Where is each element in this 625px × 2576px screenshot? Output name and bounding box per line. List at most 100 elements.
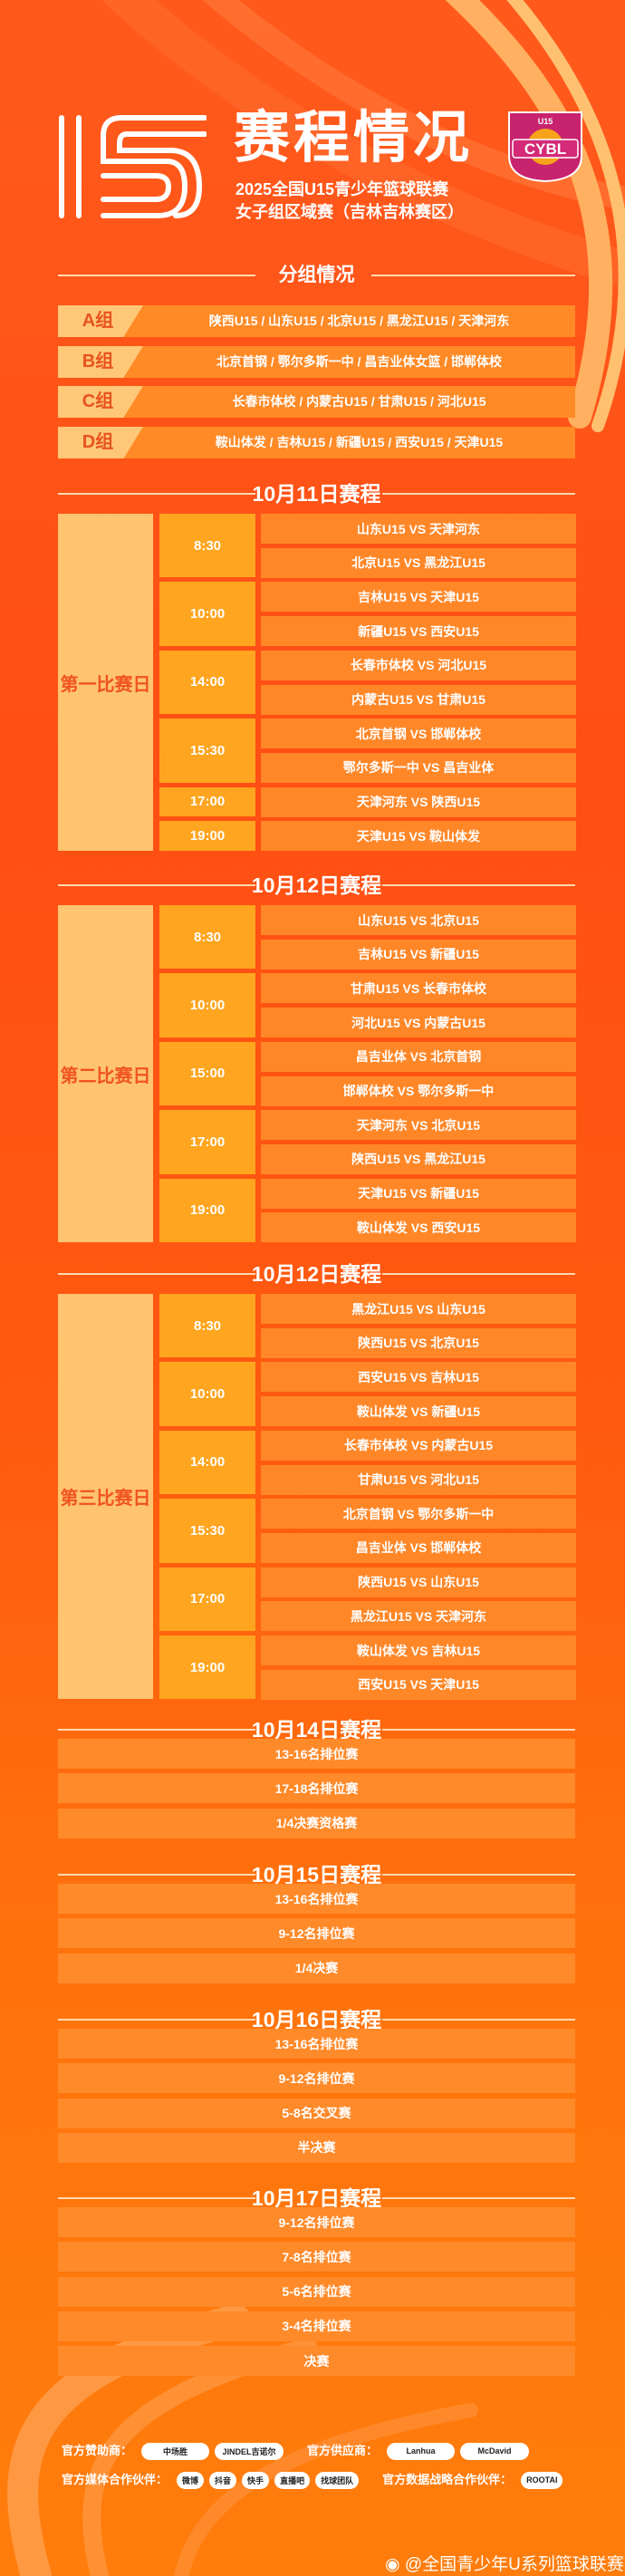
match-row: 甘肃U15 VS 河北U15 (261, 1464, 576, 1495)
time-slot: 14:00 (159, 650, 255, 715)
watermark-text: @全国青少年U系列篮球联赛 (404, 2555, 624, 2574)
schedule-date-heading: 10月15日赛程 (58, 1861, 575, 1888)
schedule-date-text: 10月12日赛程 (251, 873, 382, 897)
schedule-date-heading: 10月12日赛程 (58, 1260, 575, 1288)
schedule-date-text: 10月12日赛程 (251, 1262, 382, 1286)
schedule-date-text: 10月11日赛程 (252, 482, 381, 506)
round-row: 3-4名排位赛 (58, 2311, 575, 2341)
media-partner-logo: 直播吧 (274, 2471, 311, 2489)
round-row: 7-8名排位赛 (58, 2242, 575, 2272)
weibo-icon: ◉ (385, 2555, 400, 2574)
time-slot: 8:30 (159, 905, 255, 970)
media-partner-logo: 快手 (242, 2471, 270, 2489)
group-teams: 长春市体校 / 内蒙古U15 / 甘肃U15 / 河北U15 (232, 394, 486, 409)
match-row: 鞍山体发 VS 新疆U15 (261, 1396, 576, 1427)
data-partner-logo: ROOTAI (521, 2471, 563, 2489)
schedule-date-text: 10月15日赛程 (251, 1863, 382, 1886)
time-slot: 17:00 (159, 786, 255, 817)
time-slot: 10:00 (159, 973, 255, 1037)
group-label: C组 (82, 391, 114, 411)
groups-heading-text: 分组情况 (278, 265, 355, 285)
schedule-date-heading: 10月12日赛程 (58, 872, 575, 899)
group-row: C组 长春市体校 / 内蒙古U15 / 甘肃U15 / 河北U15 (58, 386, 575, 418)
match-row: 北京首钢 VS 邯郸体校 (261, 719, 576, 749)
match-row: 北京首钢 VS 鄂尔多斯一中 (261, 1499, 576, 1529)
subtitle-region: 女子组区域赛（吉林吉林赛区） (236, 203, 464, 221)
match-row: 甘肃U15 VS 长春市体校 (261, 973, 576, 1004)
schedule-date-text: 10月16日赛程 (251, 2008, 382, 2031)
time-slot: 14:00 (159, 1430, 255, 1495)
media-partner-logo: 微博 (177, 2471, 205, 2489)
match-row: 陕西U15 VS 北京U15 (261, 1327, 576, 1358)
sponsor-label: 官方赞助商： (62, 2444, 133, 2457)
time-slot: 10:00 (159, 582, 255, 646)
group-label: A组 (82, 311, 114, 331)
round-row: 半决赛 (58, 2132, 575, 2163)
match-row: 吉林U15 VS 新疆U15 (261, 939, 576, 970)
group-row: B组 北京首钢 / 鄂尔多斯一中 / 昌吉业体女篮 / 邯郸体校 (58, 346, 575, 378)
match-row: 吉林U15 VS 天津U15 (261, 582, 576, 613)
match-row: 鞍山体发 VS 吉林U15 (261, 1635, 576, 1665)
match-row: 新疆U15 VS 西安U15 (261, 616, 576, 647)
sponsor-row: 官方赞助商： 中场胜 JINDEL吉诺尔 官方供应商： Lanhua McDav… (62, 2441, 607, 2461)
round-row: 17-18名排位赛 (58, 1773, 575, 1804)
time-slot: 19:00 (159, 1178, 255, 1242)
match-row: 天津U15 VS 鞍山体发 (261, 821, 576, 852)
match-row: 天津U15 VS 新疆U15 (261, 1178, 576, 1209)
schedule-date-heading: 10月17日赛程 (58, 2185, 575, 2212)
round-row: 1/4决赛 (58, 1953, 575, 1983)
media-label: 官方媒体合作伙伴： (62, 2473, 168, 2486)
group-row: A组 陕西U15 / 山东U15 / 北京U15 / 黑龙江U15 / 天津河东 (58, 305, 575, 337)
match-day-label: 第一比赛日 (58, 514, 153, 851)
match-row: 西安U15 VS 吉林U15 (261, 1362, 576, 1393)
cybl-badge-logo: CYBL U15 (508, 111, 582, 183)
time-slot: 15:30 (159, 1499, 255, 1563)
time-slot: 19:00 (159, 1635, 255, 1700)
data-partner-label: 官方数据战略合作伙伴： (382, 2473, 513, 2486)
match-row: 长春市体校 VS 内蒙古U15 (261, 1430, 576, 1461)
round-row: 9-12名排位赛 (58, 1918, 575, 1949)
media-partner-logo: 抖音 (209, 2471, 237, 2489)
schedule-date-heading: 10月16日赛程 (58, 2006, 575, 2033)
round-row: 1/4决赛资格赛 (58, 1808, 575, 1838)
supplier-logo: Lanhua (387, 2442, 456, 2460)
match-row: 西安U15 VS 天津U15 (261, 1669, 576, 1700)
sponsor-logo: 中场胜 (141, 2442, 210, 2460)
match-row: 河北U15 VS 内蒙古U15 (261, 1008, 576, 1038)
match-row: 昌吉业体 VS 邯郸体校 (261, 1532, 576, 1563)
schedule-date-text: 10月17日赛程 (251, 2186, 382, 2210)
subtitle-league: 2025全国U15青少年篮球联赛 (236, 180, 449, 198)
match-row: 黑龙江U15 VS 山东U15 (261, 1294, 576, 1324)
group-label: D组 (82, 432, 114, 452)
match-row: 邯郸体校 VS 鄂尔多斯一中 (261, 1076, 576, 1106)
match-row: 天津河东 VS 北京U15 (261, 1110, 576, 1141)
match-row: 鞍山体发 VS 西安U15 (261, 1212, 576, 1243)
time-slot: 17:00 (159, 1110, 255, 1174)
time-slot: 15:00 (159, 1041, 255, 1106)
group-row: D组 鞍山体发 / 吉林U15 / 新疆U15 / 西安U15 / 天津U15 (58, 427, 575, 458)
supplier-label: 官方供应商： (307, 2444, 379, 2457)
schedule-date-heading: 10月14日赛程 (58, 1716, 575, 1743)
time-slot: 8:30 (159, 1294, 255, 1358)
u15-logo-icon (59, 115, 207, 218)
round-row: 9-12名排位赛 (58, 2207, 575, 2237)
group-label: B组 (82, 352, 114, 371)
round-row: 9-12名排位赛 (58, 2063, 575, 2094)
page-title: 赛程情况 (234, 107, 474, 169)
round-row: 13-16名排位赛 (58, 1739, 575, 1769)
round-row: 5-6名排位赛 (58, 2276, 575, 2307)
time-slot: 17:00 (159, 1567, 255, 1631)
match-row: 陕西U15 VS 山东U15 (261, 1567, 576, 1597)
badge-name: CYBL (524, 140, 566, 158)
match-row: 陕西U15 VS 黑龙江U15 (261, 1143, 576, 1174)
schedule-date-heading: 10月11日赛程 (58, 480, 575, 507)
supplier-logo: McDavid (460, 2442, 530, 2460)
weibo-watermark: ◉ @全国青少年U系列篮球联赛 (385, 2551, 624, 2575)
match-row: 长春市体校 VS 河北U15 (261, 650, 576, 680)
match-row: 山东U15 VS 天津河东 (261, 514, 576, 544)
time-slot: 10:00 (159, 1362, 255, 1426)
sponsor-logo: JINDEL吉诺尔 (215, 2442, 284, 2460)
media-partner-logo: 找球团队 (315, 2471, 360, 2489)
schedule-date-text: 10月14日赛程 (251, 1718, 382, 1741)
